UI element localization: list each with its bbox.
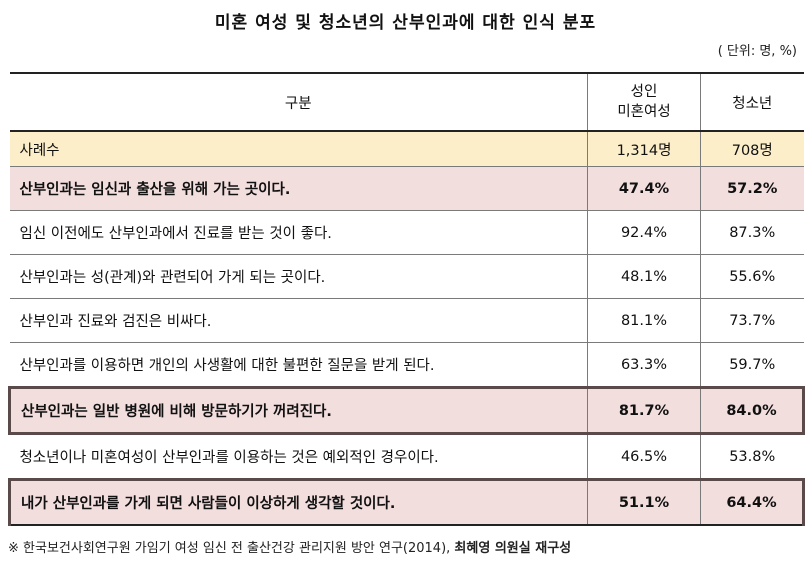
row-adult-value: 81.1% — [587, 298, 701, 343]
row-teen-value: 64.4% — [700, 478, 805, 526]
table-row: 산부인과를 이용하면 개인의 사생활에 대한 불편한 질문을 받게 된다. 63… — [9, 342, 804, 388]
row-teen-value: 84.0% — [700, 386, 805, 435]
row-label: 산부인과는 임신과 출산을 위해 가는 곳이다. — [9, 166, 588, 211]
count-adult: 1,314명 — [587, 130, 701, 167]
source-credit: 최혜영 의원실 재구성 — [454, 541, 572, 556]
row-teen-value: 57.2% — [700, 166, 804, 211]
table-row: 내가 산부인과를 가게 되면 사람들이 이상하게 생각할 것이다. 51.1% … — [8, 478, 805, 526]
header-category: 구분 — [9, 72, 588, 132]
table-row: 산부인과는 성(관계)와 관련되어 가게 되는 곳이다. 48.1% 55.6% — [9, 254, 804, 299]
row-label: 내가 산부인과를 가게 되면 사람들이 이상하게 생각할 것이다. — [8, 478, 588, 526]
table-row: 청소년이나 미혼여성이 산부인과를 이용하는 것은 예외적인 경우이다. 46.… — [9, 433, 804, 480]
header-teen: 청소년 — [700, 72, 804, 132]
row-teen-value: 53.8% — [700, 433, 804, 480]
row-teen-value: 55.6% — [700, 254, 804, 299]
page-title: 미혼 여성 및 청소년의 산부인과에 대한 인식 분포 — [214, 13, 597, 33]
survey-table: 구분 성인 미혼여성 청소년 사례수 1,314명 708명 산부인과는 임신과… — [8, 72, 805, 526]
unit-note: ( 단위: 명, %) — [717, 44, 797, 59]
row-label: 임신 이전에도 산부인과에서 진료를 받는 것이 좋다. — [9, 210, 588, 255]
row-adult-value: 51.1% — [587, 478, 701, 526]
row-label: 산부인과는 일반 병원에 비해 방문하기가 꺼려진다. — [8, 386, 588, 435]
row-teen-value: 87.3% — [700, 210, 804, 255]
table-row: 산부인과는 임신과 출산을 위해 가는 곳이다. 47.4% 57.2% — [9, 166, 804, 211]
row-adult-value: 81.7% — [587, 386, 701, 435]
count-row: 사례수 1,314명 708명 — [9, 130, 804, 167]
row-label: 산부인과 진료와 검진은 비싸다. — [9, 298, 588, 343]
row-teen-value: 59.7% — [700, 342, 804, 388]
header-adult-line2: 미혼여성 — [617, 104, 671, 120]
count-label: 사례수 — [9, 130, 588, 167]
table-row: 산부인과 진료와 검진은 비싸다. 81.1% 73.7% — [9, 298, 804, 343]
source-note: ※ 한국보건사회연구원 가임기 여성 임신 전 출산건강 관리지원 방안 연구(… — [8, 537, 808, 556]
table-row: 산부인과는 일반 병원에 비해 방문하기가 꺼려진다. 81.7% 84.0% — [8, 386, 805, 435]
header-adult-line1: 성인 — [630, 84, 658, 100]
source-text: ※ 한국보건사회연구원 가임기 여성 임신 전 출산건강 관리지원 방안 연구(… — [8, 541, 455, 556]
row-adult-value: 47.4% — [587, 166, 701, 211]
row-label: 산부인과는 성(관계)와 관련되어 가게 되는 곳이다. — [9, 254, 588, 299]
table-header-row: 구분 성인 미혼여성 청소년 — [9, 72, 804, 132]
count-teen: 708명 — [700, 130, 804, 167]
row-teen-value: 73.7% — [700, 298, 804, 343]
row-label: 청소년이나 미혼여성이 산부인과를 이용하는 것은 예외적인 경우이다. — [9, 433, 588, 480]
row-adult-value: 63.3% — [587, 342, 701, 388]
header-adult: 성인 미혼여성 — [587, 72, 701, 132]
row-adult-value: 46.5% — [587, 433, 701, 480]
row-adult-value: 48.1% — [587, 254, 701, 299]
row-label: 산부인과를 이용하면 개인의 사생활에 대한 불편한 질문을 받게 된다. — [9, 342, 588, 388]
row-adult-value: 92.4% — [587, 210, 701, 255]
table-row: 임신 이전에도 산부인과에서 진료를 받는 것이 좋다. 92.4% 87.3% — [9, 210, 804, 255]
